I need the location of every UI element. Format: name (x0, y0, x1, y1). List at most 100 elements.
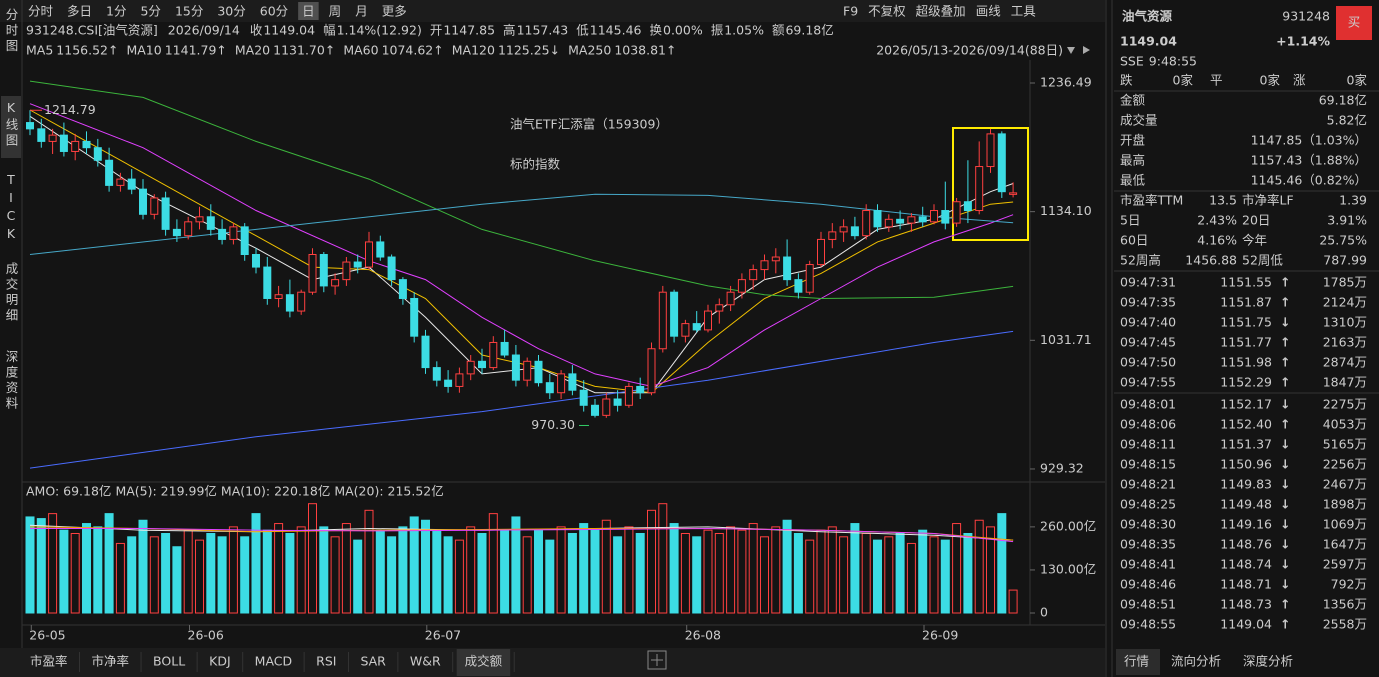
tool-button[interactable]: 超级叠加 (916, 4, 966, 19)
candle-body (376, 241, 385, 258)
indicator-tab[interactable]: 市净率 (92, 654, 130, 669)
indicator-tab[interactable]: 市盈率 (30, 654, 68, 669)
indicator-tab[interactable]: SAR (360, 654, 386, 669)
volume-bar (251, 513, 261, 614)
quote-change: +1.14% (1276, 34, 1330, 49)
volume-bar (579, 523, 589, 614)
candle-body (218, 228, 227, 240)
period-tab[interactable]: 周 (329, 4, 342, 19)
tool-button[interactable]: 不复权 (868, 4, 906, 19)
volume-bar (534, 529, 543, 614)
volume-bar (839, 536, 849, 614)
side-tab[interactable]: K线图 (4, 100, 19, 149)
trade-volume: 4053万 (1323, 417, 1367, 432)
volume-bar (240, 536, 250, 614)
volume-bar (601, 519, 611, 614)
candle-body (365, 241, 373, 268)
y-tick-label: 1134.10 (1040, 203, 1092, 218)
candle-body (737, 279, 746, 293)
trade-volume: 5165万 (1323, 437, 1367, 452)
indicator-tab[interactable]: BOLL (153, 654, 185, 669)
ma-line (29, 330, 1014, 469)
annotation-label: 970.30 (531, 417, 575, 432)
candle-body (681, 323, 690, 337)
period-tab[interactable]: 30分 (217, 4, 245, 19)
candle-body (274, 294, 283, 299)
volume-bar (183, 529, 193, 614)
breadth-label: 平 (1210, 73, 1223, 88)
panel-tab[interactable]: 深度分析 (1243, 654, 1293, 669)
candle-body (975, 166, 984, 212)
trade-price: 1148.71 (1220, 577, 1272, 592)
tool-button[interactable]: 工具 (1011, 4, 1037, 19)
trade-volume: 2467万 (1323, 477, 1367, 492)
volume-bar (466, 526, 476, 614)
expand-icon[interactable] (1083, 46, 1090, 54)
add-tab[interactable] (647, 650, 667, 670)
candle-body (771, 256, 780, 262)
trade-price: 1151.55 (1220, 275, 1272, 290)
panel-tab[interactable]: 流向分析 (1171, 654, 1221, 669)
indicator-tab[interactable]: MACD (255, 654, 292, 669)
side-tab[interactable]: TICK (4, 172, 19, 244)
indicator-tab[interactable]: W&R (410, 654, 441, 669)
period-tab[interactable]: 分时 (28, 4, 54, 19)
side-tab[interactable]: 分时图 (4, 8, 19, 55)
trade-time: 09:48:51 (1120, 597, 1176, 612)
trade-volume: 2874万 (1323, 355, 1367, 370)
volume-bar (409, 516, 419, 614)
candle-body (444, 379, 453, 387)
candle-body (421, 335, 430, 369)
tool-button[interactable]: F9 (843, 4, 858, 19)
tool-button[interactable]: 画线 (976, 4, 1002, 19)
stat-label: 5日 (1120, 213, 1140, 228)
trade-time: 09:47:31 (1120, 275, 1176, 290)
quote-name: 油气资源 (1122, 9, 1173, 24)
candle-body (489, 341, 498, 369)
y-tick-label: 1031.71 (1040, 332, 1092, 347)
candle-body (873, 210, 882, 228)
dropdown-icon[interactable] (1067, 47, 1075, 54)
y-tick-label: 0 (1040, 605, 1048, 620)
stat-value: 13.5 (1209, 193, 1237, 208)
period-tab[interactable]: 日 (302, 4, 315, 19)
indicator-tab[interactable]: KDJ (209, 654, 231, 669)
period-tab[interactable]: 1分 (106, 4, 126, 19)
stat-value: 1157.43（1.88%） (1251, 153, 1367, 168)
ma-line (29, 115, 1014, 394)
period-tab[interactable]: 15分 (175, 4, 203, 19)
indicator-tab[interactable]: RSI (316, 654, 336, 669)
field-label: 幅 (323, 23, 336, 38)
period-tab[interactable]: 60分 (260, 4, 288, 19)
buy-label[interactable]: 买 (1348, 15, 1361, 30)
side-tab[interactable]: 成交明细 (4, 262, 19, 324)
candle-body (658, 291, 667, 350)
period-tab[interactable]: 多日 (67, 4, 92, 19)
candle-body (82, 140, 91, 149)
candle-body (511, 354, 520, 381)
stat-value: 69.18亿 (1319, 93, 1367, 108)
trade-volume: 2163万 (1323, 335, 1367, 350)
trade-arrow: ↓ (1280, 517, 1290, 532)
ma-line (29, 103, 1014, 387)
period-tab[interactable]: 月 (355, 4, 368, 19)
trade-price: 1152.29 (1220, 375, 1272, 390)
volume-legend: AMO: 69.18亿 (26, 484, 111, 499)
indicator-tab[interactable]: 成交额 (465, 654, 503, 669)
period-tab[interactable]: 更多 (382, 4, 407, 19)
trade-price: 1151.37 (1220, 437, 1272, 452)
trade-arrow: ↓ (1280, 537, 1290, 552)
trade-volume: 1847万 (1323, 375, 1367, 390)
volume-bar (827, 526, 837, 614)
period-tab[interactable]: 5分 (140, 4, 160, 19)
candle-body (26, 122, 34, 130)
side-tab[interactable]: 深度资料 (4, 350, 19, 412)
candle-body (557, 373, 566, 394)
annotation-text: 标的指数 (510, 157, 561, 172)
breadth-label: 涨 (1293, 73, 1306, 88)
buy-button[interactable] (1336, 6, 1372, 40)
panel-tab[interactable]: 行情 (1124, 654, 1149, 669)
trade-price: 1150.96 (1220, 457, 1272, 472)
volume-legend: MA(5): 219.99亿 (115, 484, 216, 499)
candle-body (139, 188, 147, 215)
